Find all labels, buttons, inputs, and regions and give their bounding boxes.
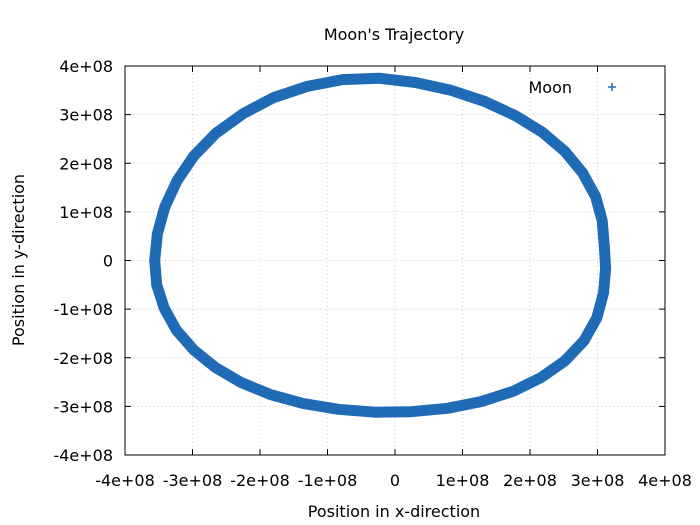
x-tick-label: 1e+08 <box>436 471 490 490</box>
y-tick-labels: 4e+08 3e+08 2e+08 1e+08 0 -1e+08 -2e+08 -3e+08 -… <box>53 57 113 465</box>
data-point <box>562 357 569 364</box>
x-tick-label: 0 <box>390 471 400 490</box>
legend: Moon <box>528 78 616 97</box>
data-point <box>510 388 517 395</box>
data-points <box>151 75 609 416</box>
x-tick-label: -4e+08 <box>95 471 155 490</box>
data-point <box>371 409 378 416</box>
y-tick-label: 1e+08 <box>59 203 113 222</box>
y-tick-label: -3e+08 <box>53 397 113 416</box>
data-point <box>579 169 586 176</box>
data-point <box>190 346 197 353</box>
y-tick-label: 4e+08 <box>59 57 113 76</box>
data-point <box>190 152 197 159</box>
x-tick-label: -1e+08 <box>298 471 358 490</box>
y-tick-label: -4e+08 <box>53 446 113 465</box>
y-tick-label: 2e+08 <box>59 154 113 173</box>
legend-marker <box>608 83 616 91</box>
axis-ticks <box>124 65 666 456</box>
data-point <box>151 257 158 264</box>
data-point <box>444 405 451 412</box>
data-point <box>300 400 307 407</box>
data-point <box>512 112 519 119</box>
data-point <box>213 130 220 137</box>
data-point <box>602 265 609 272</box>
data-point <box>153 281 160 288</box>
data-point <box>154 230 161 237</box>
x-tick-label: 4e+08 <box>638 471 692 490</box>
data-point <box>238 379 245 386</box>
data-point <box>562 148 569 155</box>
data-point <box>161 305 168 312</box>
data-point <box>173 327 180 334</box>
y-tick-label: -1e+08 <box>53 300 113 319</box>
x-axis-title: Position in x-direction <box>308 502 480 521</box>
x-tick-label: 2e+08 <box>503 471 557 490</box>
trajectory-path <box>149 72 612 418</box>
data-point <box>601 242 608 249</box>
data-point <box>240 110 247 117</box>
legend-plus-marker <box>608 83 616 91</box>
data-point <box>448 87 455 94</box>
data-point <box>408 408 415 415</box>
y-axis-title: Position in y-direction <box>9 174 28 346</box>
data-point <box>173 177 180 184</box>
data-point <box>478 398 485 405</box>
data-point <box>592 193 599 200</box>
data-point <box>593 314 600 321</box>
data-point <box>599 217 606 224</box>
data-point <box>212 364 219 371</box>
x-tick-label: -3e+08 <box>163 471 223 490</box>
data-point <box>339 76 346 83</box>
grid <box>124 65 666 456</box>
data-point <box>304 83 311 90</box>
data-point <box>537 374 544 381</box>
data-point <box>581 337 587 344</box>
y-tick-label: 3e+08 <box>59 106 113 125</box>
x-tick-label: -2e+08 <box>230 471 290 490</box>
x-tick-labels: -4e+08 -3e+08 -2e+08 -1e+08 0 1e+08 2e+08 3e+08… <box>95 471 692 490</box>
chart-title: Moon's Trajectory <box>324 25 464 44</box>
data-point <box>539 129 546 136</box>
data-point <box>161 204 168 211</box>
x-tick-label: 3e+08 <box>571 471 625 490</box>
data-point <box>600 289 607 296</box>
data-point <box>270 94 277 101</box>
data-point <box>375 75 382 82</box>
data-point <box>267 391 274 398</box>
data-point <box>335 406 342 413</box>
y-tick-label: 0 <box>103 252 113 271</box>
data-point <box>481 98 488 105</box>
legend-label: Moon <box>528 78 572 97</box>
y-tick-label: -2e+08 <box>53 349 113 368</box>
data-point <box>412 79 419 86</box>
